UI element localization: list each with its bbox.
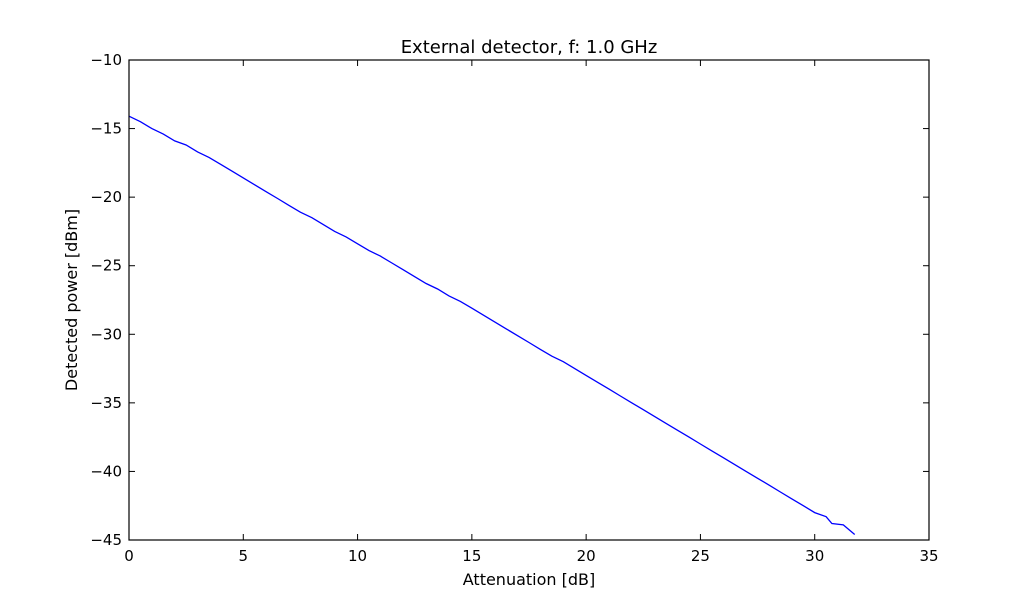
- x-tick-label: 10: [348, 547, 367, 565]
- y-tick-label: −20: [90, 188, 122, 206]
- y-tick-label: −25: [90, 257, 122, 275]
- y-tick-label: −15: [90, 120, 122, 138]
- plot-frame: [128, 59, 930, 541]
- x-tick-label: 0: [124, 547, 134, 565]
- x-tick-label: 15: [462, 547, 481, 565]
- y-tick-label: −30: [90, 325, 122, 343]
- y-tick-label: −10: [90, 51, 122, 69]
- x-tick-label: 25: [691, 547, 710, 565]
- y-tick-label: −35: [90, 394, 122, 412]
- x-axis-title: Attenuation [dB]: [463, 570, 596, 589]
- x-tick-label: 5: [239, 547, 249, 565]
- series-line: [128, 115, 856, 535]
- y-axis-title: Detected power [dBm]: [62, 209, 81, 391]
- x-tick-label: 20: [577, 547, 596, 565]
- chart-title: External detector, f: 1.0 GHz: [401, 37, 658, 58]
- y-tick-label: −45: [90, 531, 122, 549]
- y-tick-label: −40: [90, 462, 122, 480]
- x-tick-label: 35: [919, 547, 938, 565]
- axis-ticks: 0 5 10 15 20 25 30 35 −10 −15 −20 −25 −30 −35 −40 −45: [90, 51, 938, 565]
- x-tick-label: 30: [805, 547, 824, 565]
